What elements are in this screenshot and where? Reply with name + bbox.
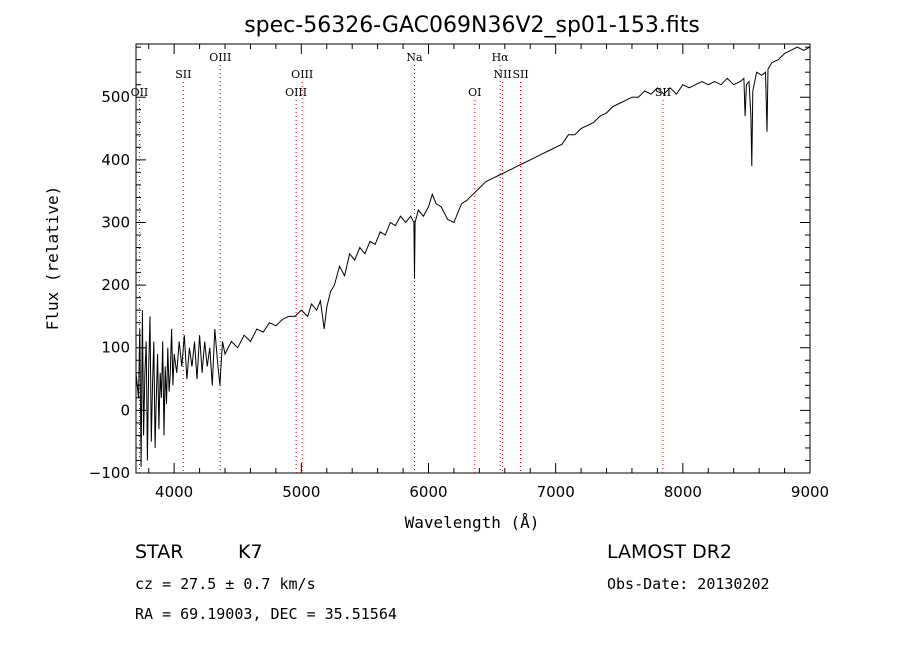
y-tick-label: 300: [101, 213, 130, 231]
spectral-line-label: Na: [406, 51, 423, 64]
spectral-line-label: OIII: [291, 68, 313, 81]
y-tick-label: 0: [120, 401, 130, 419]
y-axis-label: Flux (relative): [43, 186, 62, 331]
plot-frame: [135, 43, 811, 474]
y-tick-label: 400: [101, 151, 130, 169]
redshift-label: cz = 27.5 ± 0.7 km/s: [135, 575, 316, 593]
y-tick-label: −100: [89, 464, 130, 482]
obs-date-label: Obs-Date: 20130202: [607, 575, 770, 593]
y-tick-label: 500: [101, 88, 130, 106]
spectral-line-label: NII: [493, 68, 511, 81]
spectral-line-label: OI: [468, 86, 481, 99]
spectral-line-label: SII: [512, 68, 528, 81]
subclass-label: K7: [238, 541, 263, 563]
spectral-line-label: SII: [175, 68, 191, 81]
x-tick-label: 6000: [409, 483, 447, 501]
x-tick-label: 7000: [537, 483, 575, 501]
spectral-line-label: Hα: [492, 51, 510, 64]
x-tick-label: 9000: [791, 483, 829, 501]
x-axis-label: Wavelength (Å): [405, 513, 540, 532]
spectral-line-label: OIII: [285, 86, 307, 99]
plot-area: 4000 5000 6000 7000 8000 9000 −100 0 100 200 300 40…: [89, 43, 829, 501]
spectrum-series-line: [135, 46, 811, 467]
x-tick-label: 4000: [155, 483, 193, 501]
classification-label: STAR: [135, 541, 184, 563]
coordinates-label: RA = 69.19003, DEC = 35.51564: [135, 605, 397, 623]
x-tick-label: 5000: [282, 483, 320, 501]
survey-label: LAMOST DR2: [607, 541, 732, 563]
chart-title: spec-56326-GAC069N36V2_sp01-153.fits: [244, 13, 700, 38]
y-tick-label: 200: [101, 276, 130, 294]
spectral-line-label: OII: [131, 86, 149, 99]
y-tick-label: 100: [101, 339, 130, 357]
x-tick-label: 8000: [664, 483, 702, 501]
spectral-line-label: OIII: [209, 51, 231, 64]
